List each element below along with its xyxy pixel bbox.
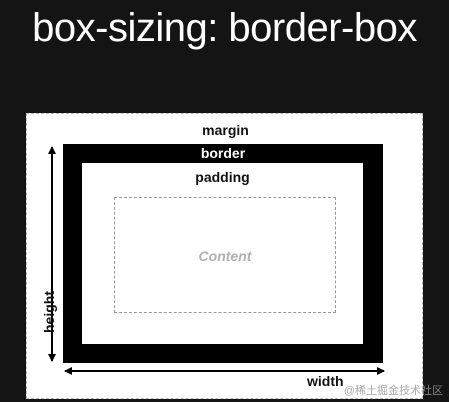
content-label: Content (198, 248, 252, 264)
padding-label: padding (195, 169, 250, 185)
border-area: border padding Content (63, 144, 383, 363)
watermark: @稀土掘金技术社区 (343, 385, 443, 397)
margin-label: margin (202, 122, 249, 138)
height-label: height (41, 291, 57, 333)
content-area: Content (114, 197, 336, 313)
width-label: width (307, 373, 344, 389)
box-model-diagram: margin border padding Content height wid… (26, 113, 423, 399)
border-label: border (200, 145, 246, 161)
page-title: box-sizing: border-box (32, 6, 417, 50)
padding-area: padding Content (82, 163, 363, 344)
dimension-arrows (48, 146, 385, 375)
